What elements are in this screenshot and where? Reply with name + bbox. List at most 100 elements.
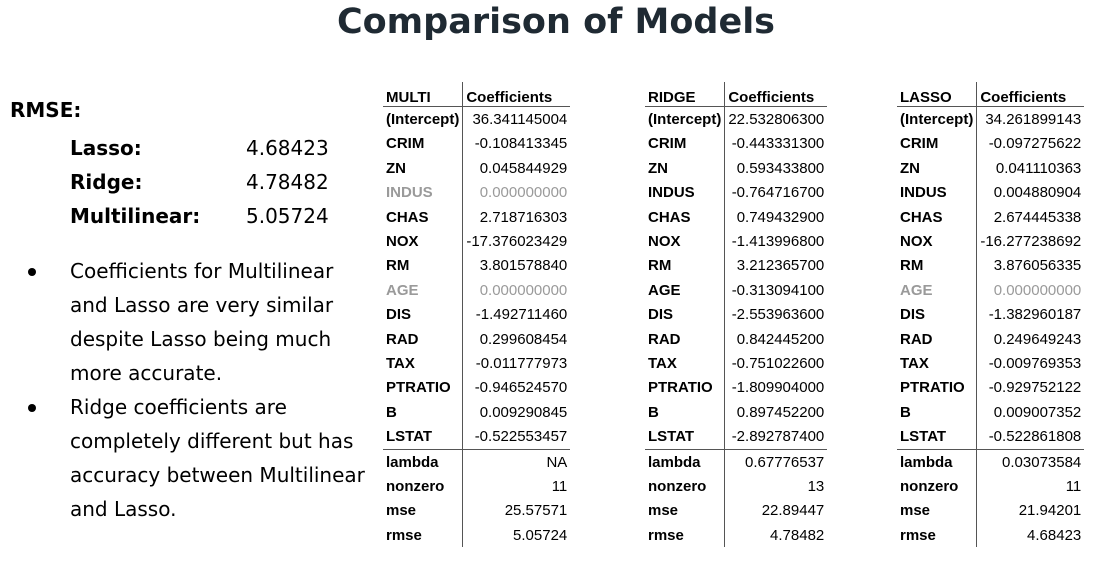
variable-name: CRIM (900, 135, 939, 153)
stat-name: mse (900, 502, 931, 520)
coefficient-value: -1.492711460 (462, 302, 571, 327)
table-row: NOX -16.277238692 (897, 229, 1085, 254)
coefficient-value: -0.522861808 (976, 424, 1085, 450)
table-row: CRIM -0.097275622 (897, 131, 1085, 157)
variable-name: (Intercept) (648, 111, 722, 129)
variable-name: NOX (900, 233, 933, 251)
table-row: NOX -1.413996800 (645, 229, 828, 254)
variable-name: RM (648, 257, 672, 275)
coefficient-value: 2.718716303 (462, 204, 571, 230)
coefficient-value: -1.382960187 (976, 302, 1085, 327)
coefficient-value: -2.553963600 (724, 302, 828, 327)
table-row: ZN 0.041110363 (897, 156, 1085, 181)
table-row: RAD 0.299608454 (383, 326, 571, 352)
stat-row: rmse 4.78482 (645, 523, 828, 548)
coefficient-value: -0.011777973 (462, 351, 571, 376)
table-row: B 0.009007352 (897, 400, 1085, 425)
coefficient-value: -0.009769353 (976, 351, 1085, 376)
coefficient-value: -0.764716700 (724, 180, 828, 205)
stat-value: 11 (976, 474, 1085, 499)
stat-row: mse 21.94201 (897, 498, 1085, 524)
stat-row: rmse 4.68423 (897, 523, 1085, 548)
stat-name: nonzero (386, 477, 445, 495)
variable-name: B (900, 403, 911, 421)
rmse-label: Lasso: (70, 136, 142, 160)
coefficient-value: 36.341145004 (462, 106, 571, 132)
stat-value: 13 (724, 474, 828, 499)
stat-value: 0.03073584 (976, 448, 1085, 475)
stat-row: nonzero 13 (645, 474, 828, 499)
stat-row: mse 25.57571 (383, 498, 571, 524)
table-row: B 0.009290845 (383, 400, 571, 425)
variable-name: RAD (648, 330, 681, 348)
coefficients-header: Coefficients (976, 82, 1085, 108)
variable-name: (Intercept) (900, 111, 974, 129)
variable-name: CHAS (386, 208, 429, 226)
coefficient-value: 0.000000000 (462, 180, 571, 205)
variable-name: AGE (648, 281, 681, 299)
variable-name: DIS (900, 306, 926, 324)
stat-value: 21.94201 (976, 498, 1085, 524)
rmse-heading: RMSE: (10, 98, 82, 122)
rmse-label: Multilinear: (70, 204, 201, 228)
coefficient-value: 0.842445200 (724, 326, 828, 352)
table-row: CHAS 2.674445338 (897, 204, 1085, 230)
coefficient-value: -0.946524570 (462, 375, 571, 401)
stat-value: 22.89447 (724, 498, 828, 524)
table-row: DIS -1.382960187 (897, 302, 1085, 327)
table-row: CHAS 0.749432900 (645, 204, 828, 230)
table-row: (Intercept) 34.261899143 (897, 106, 1085, 132)
table-row: AGE -0.313094100 (645, 278, 828, 303)
bullet-item: Coefficients for Multilinear and Lasso a… (10, 254, 370, 390)
variable-name: RM (900, 257, 924, 275)
table-header-row: MULTI Coefficients (383, 82, 571, 108)
table-row: RM 3.801578840 (383, 253, 571, 279)
table-row: CRIM -0.443331300 (645, 131, 828, 157)
stat-name: nonzero (648, 477, 707, 495)
variable-name: RAD (386, 330, 419, 348)
coefficient-value: 0.897452200 (724, 400, 828, 425)
stat-row: rmse 5.05724 (383, 523, 571, 548)
ridge-coefficients-table: RIDGE Coefficients (Intercept) 22.532806300… (645, 82, 828, 548)
stat-name: mse (386, 502, 417, 520)
variable-name: PTRATIO (386, 379, 451, 397)
variable-name: ZN (900, 159, 920, 177)
variable-name: INDUS (648, 184, 695, 202)
coefficient-value: 0.004880904 (976, 180, 1085, 205)
table-row: TAX -0.011777973 (383, 351, 571, 376)
rmse-value: 4.68423 (246, 136, 329, 160)
rmse-row-multilinear: Multilinear: 5.05724 (10, 204, 370, 238)
variable-name: TAX (900, 354, 929, 372)
table-row: LSTAT -2.892787400 (645, 424, 828, 450)
stat-name: nonzero (900, 477, 959, 495)
variable-name: ZN (386, 159, 406, 177)
stat-row: mse 22.89447 (645, 498, 828, 524)
coefficient-value: 3.876056335 (976, 253, 1085, 279)
table-row: AGE 0.000000000 (897, 278, 1085, 303)
stat-value: 5.05724 (462, 523, 571, 548)
table-row: CHAS 2.718716303 (383, 204, 571, 230)
table-row: AGE 0.000000000 (383, 278, 571, 303)
coefficient-value: 0.593433800 (724, 156, 828, 181)
table-row: RM 3.212365700 (645, 253, 828, 279)
coefficient-value: -0.108413345 (462, 131, 571, 157)
variable-name: NOX (386, 233, 419, 251)
coefficient-value: 0.249649243 (976, 326, 1085, 352)
variable-name: DIS (648, 306, 674, 324)
coefficients-header: Coefficients (724, 82, 828, 108)
variable-name: B (386, 403, 397, 421)
stat-value: 4.78482 (724, 523, 828, 548)
bullet-text: Ridge coefficients are completely differ… (70, 395, 365, 521)
coefficient-value: 3.212365700 (724, 253, 828, 279)
coefficient-value: 0.041110363 (976, 156, 1085, 181)
coefficient-value: -0.097275622 (976, 131, 1085, 157)
coefficient-value: -1.413996800 (724, 229, 828, 254)
table-row: ZN 0.593433800 (645, 156, 828, 181)
table-header-row: RIDGE Coefficients (645, 82, 828, 108)
bullet-item: Ridge coefficients are completely differ… (10, 390, 370, 526)
rmse-row-lasso: Lasso: 4.68423 (10, 136, 370, 170)
coefficient-value: 3.801578840 (462, 253, 571, 279)
variable-name: PTRATIO (900, 379, 965, 397)
coefficient-value: -1.809904000 (724, 375, 828, 401)
table-row: B 0.897452200 (645, 400, 828, 425)
